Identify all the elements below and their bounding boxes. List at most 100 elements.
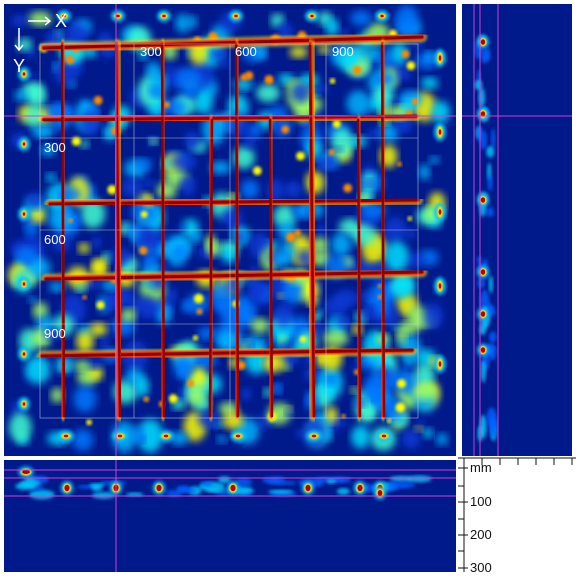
reflection-blob [325,406,338,424]
reflection-blob [45,173,56,182]
reflection-blob [193,91,213,115]
reflection-blob [76,331,94,353]
rebar-section [156,484,162,492]
section-speckle [480,360,486,383]
edge-reflections [18,10,446,442]
reflection-blob [89,322,108,337]
reflection-blob [28,72,39,79]
reflection-blob [89,366,104,381]
reflection-blob [78,242,90,254]
section-speckle [479,130,487,150]
rebar-section [377,490,383,496]
reflection-blob [74,360,90,371]
rebar-core [40,348,414,358]
section-speckle [489,331,497,343]
plan-view-panel[interactable]: 300 600 900 300 600 900 X Y [4,4,456,456]
reflection-blob [120,308,137,323]
section-speckle [477,277,485,289]
depth-scale: mm 100 200 300 [458,456,576,576]
reflection-blob [391,324,400,331]
down-arrow-icon [14,28,24,52]
scale-unit: mm [470,460,492,475]
hot-spot [240,73,248,81]
side-section-panel[interactable] [462,4,572,456]
edge-core [438,283,442,289]
reflection-blob [325,18,339,36]
section-speckle [485,207,494,217]
reflection-blob [218,60,230,69]
hot-spot [341,413,346,419]
rebar-section [64,484,70,492]
side-section-heatmap[interactable] [462,4,572,456]
hot-spot [328,149,335,156]
edge-core [163,434,169,438]
reflection-blob [142,251,158,271]
reflection-blob [274,251,292,267]
section-speckle [201,481,213,487]
reflection-blob [25,355,51,384]
reflection-blob [217,435,227,444]
reflection-blob [135,225,157,255]
rebar-section [22,470,30,474]
reflection-blob [362,405,373,419]
reflection-blob [351,425,371,449]
reflection-blob [187,386,205,407]
bottom-background [4,460,456,572]
hot-spot [143,396,150,403]
reflection-blob [422,427,433,439]
reflection-blob [383,217,407,242]
bottom-section-panel[interactable] [4,460,456,572]
reflection-blob [394,368,416,393]
reflection-blob [333,289,359,308]
edge-core [380,14,384,18]
hot-spot [352,65,362,75]
rebar-core [356,118,362,418]
reflection-blob [179,174,196,196]
edge-core [234,14,238,18]
edge-core [310,14,314,18]
edge-core [22,352,26,356]
rebar-section [305,484,311,492]
section-speckle [89,483,106,488]
reflection-blob [418,164,431,180]
axis-indicator: X Y [13,11,67,76]
reflection-blob [171,152,197,171]
hot-spot [343,183,353,193]
rebar-section [480,347,486,353]
reflection-blob [390,42,408,65]
reflection-blob [28,11,52,26]
reflection-blob [402,100,415,114]
reflection-blob [30,208,47,224]
hot-spot [93,95,103,105]
reflection-blob [278,332,287,344]
rebar-section [480,311,486,317]
reflection-blob [431,100,450,124]
reflection-blob [391,272,415,299]
reflection-blob [425,51,434,61]
plan-view-heatmap[interactable]: 300 600 900 300 600 900 X Y [4,4,456,456]
section-speckle [488,275,494,294]
reflection-blob [364,178,376,187]
depth-scale-ruler: mm 100 200 300 [458,457,576,575]
grid-frame [39,43,419,419]
edge-core [438,209,442,215]
reflection-blob [121,178,144,197]
reflection-blob [181,300,194,313]
edge-core [162,14,166,18]
reflection-blob [149,137,158,145]
scale-label-300: 300 [470,560,492,575]
hot-spot [329,78,336,84]
hot-spot [193,293,204,304]
reflection-blob [333,146,344,153]
reflection-blob [9,412,32,443]
reflection-blob [191,231,202,244]
reflection-blob [415,419,425,427]
scale-ticks [458,457,576,572]
hot-spot [192,335,199,341]
grid-label-top-300: 300 [140,44,162,59]
section-speckle [387,482,399,491]
section-speckle [487,306,496,318]
reflection-blob [12,14,28,27]
bottom-section-heatmap[interactable] [4,460,456,572]
hot-spot [286,232,296,242]
